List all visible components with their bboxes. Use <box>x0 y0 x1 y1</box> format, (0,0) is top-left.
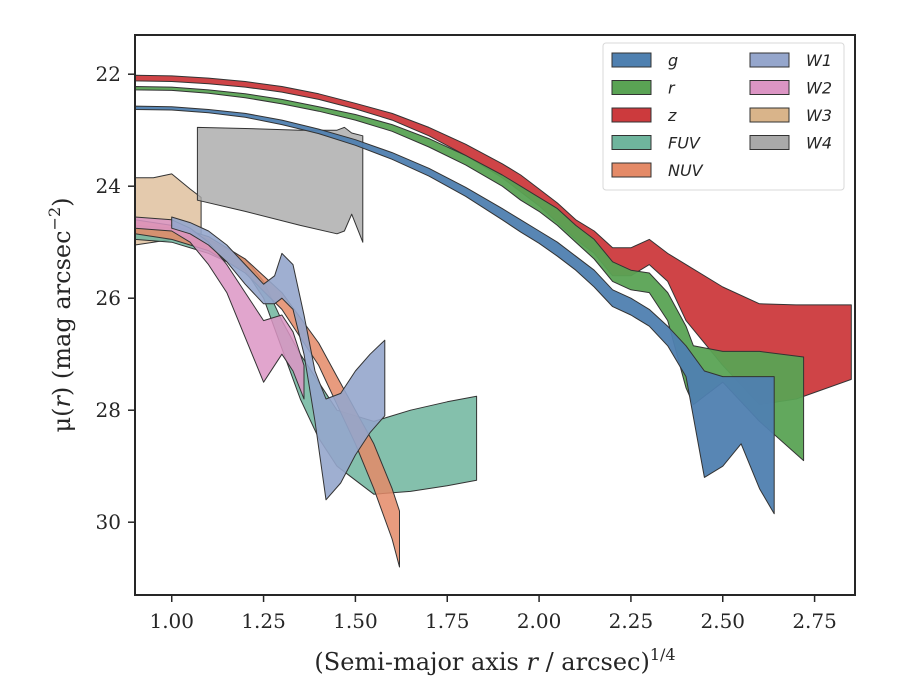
legend-label: W1 <box>806 51 832 70</box>
legend-swatch <box>611 107 652 123</box>
y-axis-label: μ(r) (mag arcsec−2) <box>45 197 76 432</box>
legend-swatch <box>611 52 652 68</box>
legend-swatch <box>611 135 652 150</box>
legend-label: g <box>668 51 678 70</box>
y-axis: 22 24 26 28 30 <box>96 62 135 534</box>
x-tick-label: 1.25 <box>241 609 286 633</box>
legend-swatch <box>611 162 652 178</box>
x-tick-label: 2.25 <box>609 609 654 633</box>
legend-swatch <box>749 80 790 95</box>
legend-label: FUV <box>668 134 701 153</box>
x-axis-label: (Semi-major axis r / arcsec)1/4 <box>314 645 675 676</box>
x-tick-label: 1.50 <box>333 609 378 633</box>
y-tick-label: 24 <box>96 174 121 198</box>
legend-label: W4 <box>806 134 832 153</box>
legend-label: W2 <box>806 79 832 98</box>
x-tick-label: 2.75 <box>792 609 837 633</box>
x-axis: 1.00 1.25 1.50 1.75 2.00 2.25 2.50 2.75 <box>149 595 837 633</box>
plot-frame <box>134 34 856 596</box>
legend-label: NUV <box>668 161 704 180</box>
band-w1 <box>171 216 386 501</box>
legend-swatch <box>749 52 790 68</box>
legend-swatch <box>611 80 652 95</box>
x-tick-label: 1.00 <box>149 609 194 633</box>
legend: grz FUV NUV W1 W2 W3 W4 <box>602 42 845 191</box>
y-tick-label: 30 <box>96 510 121 534</box>
y-tick-label: 22 <box>96 62 121 86</box>
band-g <box>134 105 775 515</box>
x-tick-label: 2.50 <box>700 609 745 633</box>
band-r <box>134 86 805 462</box>
legend-box <box>602 42 845 191</box>
legend-swatch <box>749 135 790 150</box>
legend-swatch <box>749 107 790 123</box>
band-w4 <box>196 126 364 243</box>
y-tick-label: 26 <box>96 286 121 310</box>
y-tick-label: 28 <box>96 398 121 422</box>
legend-label: z <box>667 106 677 125</box>
x-tick-label: 2.00 <box>517 609 562 633</box>
band-group <box>134 74 852 568</box>
legend-label: r <box>668 79 676 98</box>
x-tick-label: 1.75 <box>425 609 470 633</box>
legend-label: W3 <box>806 106 832 125</box>
